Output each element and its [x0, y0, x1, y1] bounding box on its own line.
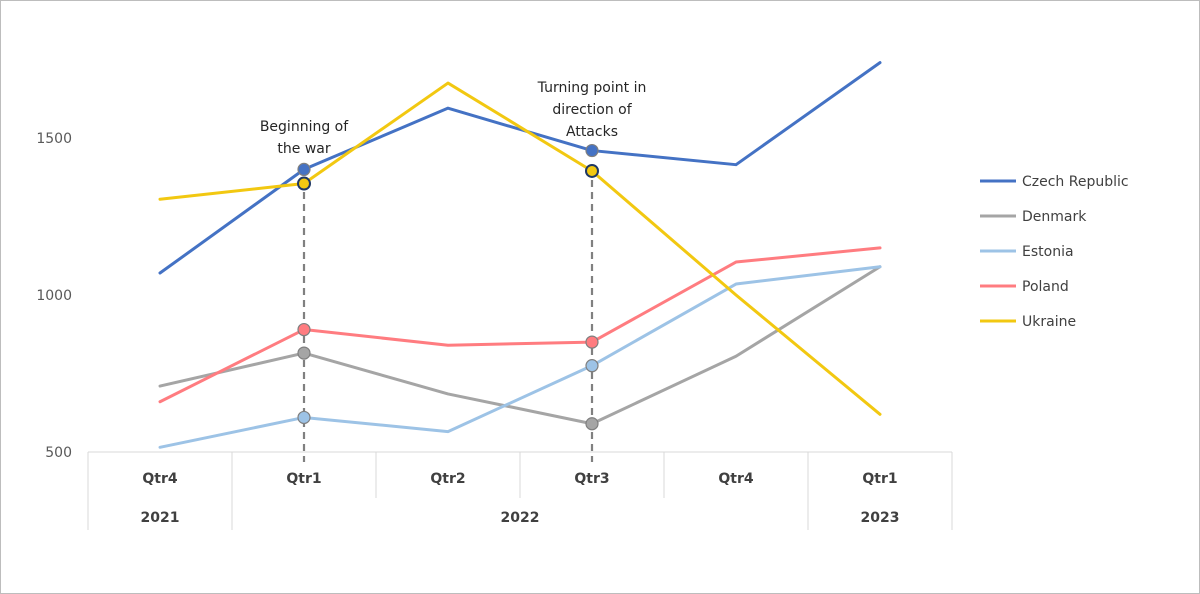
x-tick-label: Qtr3 [574, 471, 609, 487]
series-line-poland [158, 246, 882, 404]
data-point [297, 176, 311, 191]
annotation-text: Turning point in [537, 80, 647, 96]
series-line-czech-republic [158, 61, 882, 275]
y-tick-label: 500 [45, 445, 72, 461]
annotation-text: Beginning of [260, 119, 349, 135]
series-line-ukraine [158, 81, 882, 416]
legend-label: Estonia [1022, 244, 1074, 260]
data-point [585, 417, 599, 431]
annotation-text: direction of [552, 102, 632, 118]
data-point [585, 163, 599, 178]
legend-label: Denmark [1022, 209, 1087, 225]
data-point [297, 322, 311, 337]
annotation-text: Attacks [566, 124, 618, 140]
x-tick-label: Qtr1 [862, 471, 897, 487]
annotation-text: the war [277, 141, 330, 157]
x-tick-label: Qtr4 [718, 471, 753, 487]
data-point [585, 143, 599, 158]
legend-label: Czech Republic [1022, 174, 1129, 190]
data-point [585, 359, 599, 373]
data-point [585, 335, 599, 349]
x-tick-label: Qtr2 [430, 471, 465, 487]
legend-label: Ukraine [1022, 314, 1076, 330]
y-tick-label: 1500 [36, 131, 72, 147]
y-tick-label: 1000 [36, 288, 72, 304]
year-label: 2022 [501, 510, 540, 526]
data-point [297, 162, 311, 176]
year-label: 2021 [141, 510, 180, 526]
year-label: 2023 [861, 510, 900, 526]
series-line-estonia [158, 265, 882, 449]
data-point [297, 346, 311, 360]
series-line-denmark [158, 265, 882, 426]
x-tick-label: Qtr1 [286, 471, 321, 487]
legend-label: Poland [1022, 279, 1069, 295]
x-tick-label: Qtr4 [142, 471, 177, 487]
data-point [297, 410, 311, 425]
